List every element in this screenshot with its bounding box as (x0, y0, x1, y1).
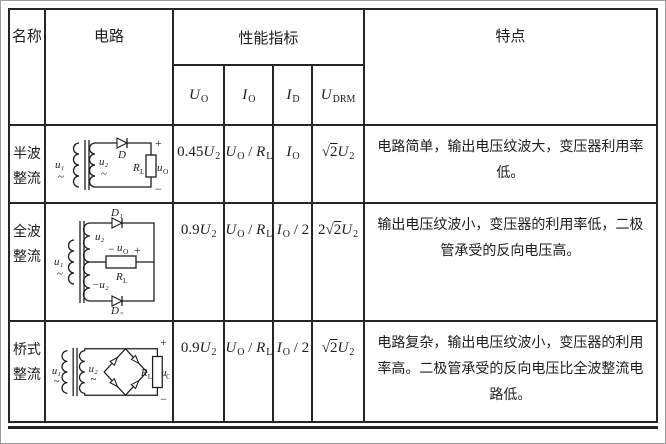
label-rl: R (132, 162, 140, 174)
minus-sign: − (108, 242, 115, 256)
value-udrm: √2U2 (311, 124, 365, 204)
feature-text: 电路简单，输出电压纹波大，变压器利用率低。 (362, 124, 659, 204)
full-wave-circuit-cell: u₁ ~ u₂ −u₂ D₁ D₂ − u O + R L (43, 202, 175, 322)
load-resistor (151, 355, 163, 388)
bridge-circuit-diagram: u₁ ~ u₂ ~ R L u O + − (52, 335, 170, 405)
col-header-id: ID (272, 64, 314, 126)
value-udrm: 2√2U2 (311, 202, 365, 322)
value-uo: 0.45U2 (172, 124, 226, 204)
diode-symbol (130, 379, 140, 389)
label-d1: D₁ (110, 209, 123, 219)
primary-coil (67, 239, 75, 285)
value-uo: 0.9U2 (172, 320, 226, 423)
feature-text: 输出电压纹波小，变压器的利用率低，二极管承受的反向电压高。 (362, 202, 659, 322)
row-name-half-wave: 半波整流 (8, 124, 46, 204)
col-header-uo: UO (172, 64, 226, 126)
wires (89, 222, 155, 302)
value-id: IO / 2 (272, 202, 314, 322)
id-symbol: ID (286, 86, 300, 105)
bridge-circuit-cell: u₁ ~ u₂ ~ R L u O + − (43, 320, 175, 423)
col-header-performance: 性能指标 (172, 8, 365, 66)
label-uo-sub: O (123, 247, 129, 256)
label-d2: D₂ (110, 305, 123, 315)
value-udrm: √2U2 (311, 320, 365, 423)
bridge-diamond (103, 347, 148, 396)
primary-coil (72, 142, 80, 188)
label-uo-sub: O (163, 167, 169, 176)
label-u2: u₂ (89, 364, 98, 375)
uo-symbol: UO (189, 86, 209, 105)
label-rl: R (140, 367, 148, 378)
label-u2: u₂ (99, 156, 109, 168)
value-io: UO / RL (223, 124, 275, 204)
col-header-io: IO (223, 64, 275, 126)
value-io: UO / RL (223, 320, 275, 423)
value-id: IO / 2 (272, 320, 314, 423)
label-uo: u (157, 162, 163, 174)
secondary-coil (78, 349, 85, 394)
feature-text: 电路复杂，输出电压纹波小，变压器的利用率高。二极管承受的反向电压比全波整流电路低… (362, 320, 659, 423)
udrm-symbol: UDRM (320, 86, 356, 105)
label-u1: u₁ (54, 256, 64, 268)
label-uo-sub: O (166, 372, 170, 380)
half-wave-circuit-diagram: u₁ ~ u₂ ~ D R L u O + − (55, 136, 169, 196)
table-row: 桥式整流 (8, 320, 659, 423)
label-u1: u₁ (55, 159, 65, 171)
col-header-circuit: 电路 (43, 8, 175, 126)
transformer-core (79, 221, 85, 303)
label-rl-sub: L (140, 167, 145, 176)
label-u1: u₁ (52, 365, 61, 376)
minus-sign: − (160, 392, 167, 405)
tilde-symbol: ~ (54, 376, 60, 387)
tilde-symbol: ~ (101, 168, 107, 180)
table-outer-bottom-border (8, 426, 658, 429)
minus-sign: − (155, 182, 162, 196)
label-rl: R (115, 271, 123, 283)
label-rl-sub: L (148, 372, 152, 380)
label-neg-u2: −u₂ (92, 279, 109, 291)
diode-d1-symbol (111, 217, 124, 229)
value-uo: 0.9U2 (172, 202, 226, 322)
plus-sign: + (160, 335, 167, 348)
plus-sign: + (155, 136, 162, 150)
plus-sign: + (134, 243, 141, 257)
table-row: 半波整流 (8, 124, 659, 204)
primary-coil (61, 349, 68, 394)
row-name-full-wave: 全波整流 (8, 202, 46, 322)
table-row: 全波整流 (8, 202, 659, 322)
transformer-core (72, 347, 78, 396)
wires (94, 142, 152, 188)
label-uo: u (161, 367, 166, 378)
label-uo: u (117, 242, 123, 254)
half-wave-circuit-cell: u₁ ~ u₂ ~ D R L u O + − (43, 124, 175, 204)
transformer-core (84, 140, 90, 190)
rectifier-comparison-table: 名称 电路 性能指标 特点 UO IO ID UDRM 半波整流 (8, 8, 659, 423)
col-header-udrm: UDRM (311, 64, 365, 126)
diode-symbol (130, 354, 140, 364)
value-io: UO / RL (223, 202, 275, 322)
diode-symbol (109, 377, 119, 388)
full-wave-circuit-diagram: u₁ ~ u₂ −u₂ D₁ D₂ − u O + R L (54, 209, 155, 315)
secondary-coil (88, 142, 96, 188)
diode-symbol (109, 355, 119, 366)
load-resistor (105, 255, 137, 269)
value-id: IO (272, 124, 314, 204)
load-resistor (145, 154, 157, 178)
wires (84, 347, 158, 396)
label-diode: D (117, 149, 126, 161)
col-header-features: 特点 (362, 8, 659, 126)
io-symbol: IO (242, 86, 256, 105)
label-rl-sub: L (123, 276, 128, 285)
diode-symbol (116, 137, 129, 149)
diode-d2-symbol (111, 295, 124, 307)
tilde-symbol: ~ (91, 374, 97, 385)
col-header-name: 名称 (8, 8, 46, 126)
row-name-bridge: 桥式整流 (8, 320, 46, 423)
tilde-symbol: ~ (58, 171, 64, 183)
tilde-symbol: ~ (57, 268, 63, 280)
label-u2: u₂ (95, 231, 105, 243)
